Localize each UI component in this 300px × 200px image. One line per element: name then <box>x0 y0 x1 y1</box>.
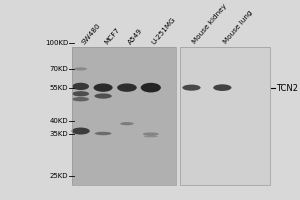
Ellipse shape <box>120 122 134 125</box>
Ellipse shape <box>72 91 89 96</box>
Ellipse shape <box>79 89 88 101</box>
Bar <box>180 47 270 185</box>
Text: Mouse lung: Mouse lung <box>222 10 254 45</box>
Ellipse shape <box>117 83 137 92</box>
Ellipse shape <box>74 67 87 70</box>
Ellipse shape <box>94 93 112 99</box>
Bar <box>180 47 270 185</box>
Text: MCF7: MCF7 <box>103 26 121 45</box>
Bar <box>72 47 176 185</box>
Text: U-251MG: U-251MG <box>151 16 177 45</box>
Text: 100KD: 100KD <box>45 40 68 46</box>
Ellipse shape <box>141 83 161 92</box>
Ellipse shape <box>72 97 89 101</box>
Text: SW480: SW480 <box>81 22 102 45</box>
Text: 25KD: 25KD <box>50 173 68 179</box>
Ellipse shape <box>143 135 158 137</box>
Ellipse shape <box>94 83 112 92</box>
Ellipse shape <box>95 132 112 135</box>
Text: TCN2: TCN2 <box>277 84 298 93</box>
Text: 55KD: 55KD <box>50 85 68 91</box>
Ellipse shape <box>182 85 201 91</box>
Text: Mouse kidney: Mouse kidney <box>191 3 228 45</box>
Ellipse shape <box>213 84 232 91</box>
Text: A549: A549 <box>127 27 144 45</box>
Ellipse shape <box>143 132 159 136</box>
Ellipse shape <box>71 128 90 135</box>
Text: 40KD: 40KD <box>50 118 68 124</box>
Text: 35KD: 35KD <box>50 131 68 137</box>
Text: 70KD: 70KD <box>49 66 68 72</box>
Ellipse shape <box>72 83 89 90</box>
Bar <box>72 47 176 185</box>
